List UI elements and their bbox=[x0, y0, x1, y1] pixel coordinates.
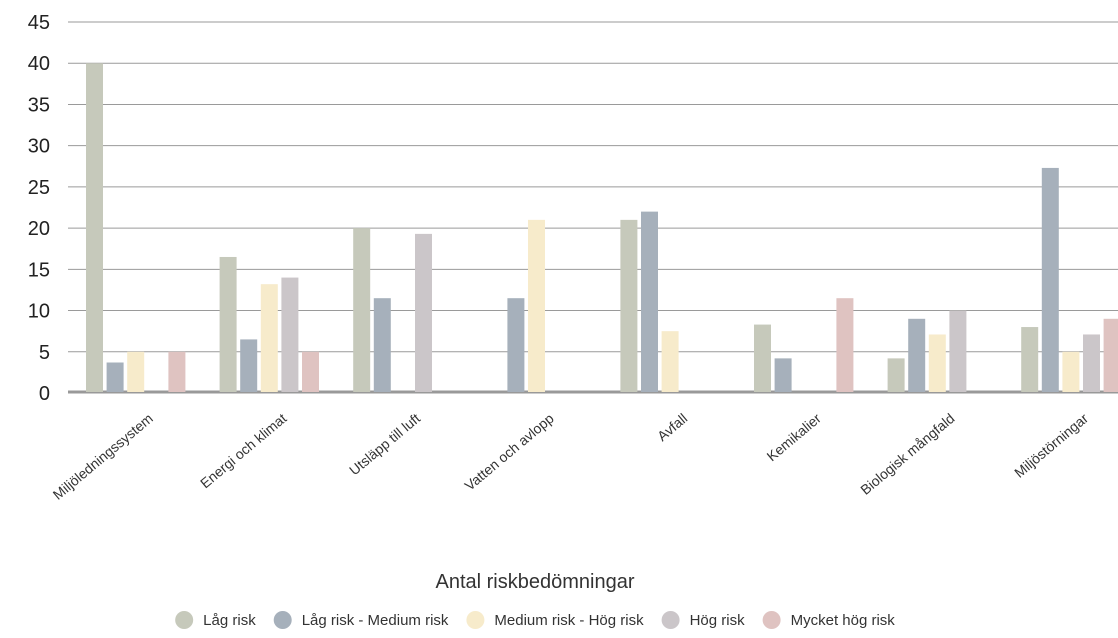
legend-swatch bbox=[762, 611, 781, 629]
x-tick-label: Energi och klimat bbox=[197, 410, 290, 491]
y-axis-tick-labels: 0 5 10 15 20 25 30 35 40 45 bbox=[28, 12, 50, 405]
bar-group bbox=[219, 256, 319, 392]
legend-swatch bbox=[273, 611, 292, 629]
bar-group bbox=[507, 219, 545, 392]
bar[interactable] bbox=[887, 358, 905, 392]
legend-swatch bbox=[175, 611, 194, 629]
bar-group bbox=[1021, 167, 1118, 392]
y-tick-label: 10 bbox=[28, 301, 50, 323]
bar[interactable] bbox=[127, 351, 145, 392]
bar[interactable] bbox=[1021, 327, 1039, 392]
bar[interactable] bbox=[373, 298, 391, 392]
bar-group bbox=[353, 228, 432, 392]
y-tick-label: 5 bbox=[39, 342, 50, 364]
bar[interactable] bbox=[302, 351, 319, 392]
y-tick-label: 0 bbox=[39, 383, 50, 405]
bar[interactable] bbox=[281, 277, 299, 392]
bar-group bbox=[754, 298, 854, 392]
bar[interactable] bbox=[1083, 334, 1100, 392]
x-tick-label: Miljöstörningar bbox=[1011, 410, 1091, 481]
y-tick-label: 25 bbox=[28, 177, 50, 199]
bar[interactable] bbox=[661, 331, 679, 392]
legend-item[interactable]: Hög risk bbox=[661, 611, 746, 629]
bar[interactable] bbox=[754, 324, 771, 392]
legend-item[interactable]: Medium risk - Hög risk bbox=[466, 611, 644, 629]
bar[interactable] bbox=[908, 318, 926, 392]
bar[interactable] bbox=[353, 228, 371, 392]
legend-label: Låg risk - Medium risk bbox=[302, 612, 449, 629]
bar[interactable] bbox=[260, 284, 278, 392]
bar[interactable] bbox=[836, 298, 854, 392]
legend-label: Hög risk bbox=[690, 612, 746, 629]
legend[interactable]: Låg risk Låg risk - Medium risk Medium ris… bbox=[175, 611, 895, 629]
legend-swatch bbox=[466, 611, 485, 629]
y-tick-label: 30 bbox=[28, 136, 50, 158]
y-tick-label: 40 bbox=[28, 53, 50, 75]
bar[interactable] bbox=[620, 219, 638, 392]
bar[interactable] bbox=[219, 256, 237, 392]
bar[interactable] bbox=[1103, 318, 1118, 392]
bar-group bbox=[620, 211, 679, 392]
bar[interactable] bbox=[240, 339, 258, 392]
bar[interactable] bbox=[1062, 351, 1080, 392]
y-tick-label: 45 bbox=[28, 12, 50, 34]
x-axis-title: Antal riskbedömningar bbox=[436, 571, 635, 593]
bar[interactable] bbox=[641, 211, 658, 392]
legend-item[interactable]: Låg risk - Medium risk bbox=[273, 611, 449, 629]
x-tick-label: Vatten och avlopp bbox=[461, 410, 557, 494]
x-tick-label: Utsläpp till luft bbox=[346, 410, 423, 478]
y-tick-label: 35 bbox=[28, 94, 50, 116]
x-axis-category-labels: Miljöledningssystem Energi och klimat Utsl… bbox=[50, 410, 1092, 503]
legend-item[interactable]: Låg risk bbox=[175, 611, 256, 629]
bar-group bbox=[887, 310, 967, 392]
legend-swatch bbox=[661, 611, 680, 629]
bar[interactable] bbox=[1041, 167, 1059, 392]
bar[interactable] bbox=[415, 233, 432, 392]
bar[interactable] bbox=[528, 219, 545, 392]
bar[interactable] bbox=[774, 358, 792, 392]
bar[interactable] bbox=[86, 63, 103, 392]
x-tick-label: Miljöledningssystem bbox=[50, 410, 156, 503]
bar[interactable] bbox=[106, 362, 124, 392]
bar[interactable] bbox=[928, 334, 946, 392]
bar[interactable] bbox=[949, 310, 967, 392]
bars bbox=[86, 63, 1118, 392]
legend-item[interactable]: Mycket hög risk bbox=[762, 611, 896, 629]
y-tick-label: 20 bbox=[28, 218, 50, 240]
x-tick-label: Kemikalier bbox=[764, 410, 825, 464]
legend-label: Medium risk - Hög risk bbox=[494, 612, 644, 629]
legend-label: Mycket hög risk bbox=[791, 612, 896, 629]
bar-group bbox=[86, 63, 186, 392]
x-tick-label: Biologisk mångfald bbox=[857, 410, 957, 498]
bar[interactable] bbox=[507, 298, 525, 392]
legend-label: Låg risk bbox=[203, 612, 256, 629]
y-tick-label: 15 bbox=[28, 259, 50, 281]
x-tick-label: Avfall bbox=[654, 410, 690, 444]
bar[interactable] bbox=[168, 351, 186, 392]
